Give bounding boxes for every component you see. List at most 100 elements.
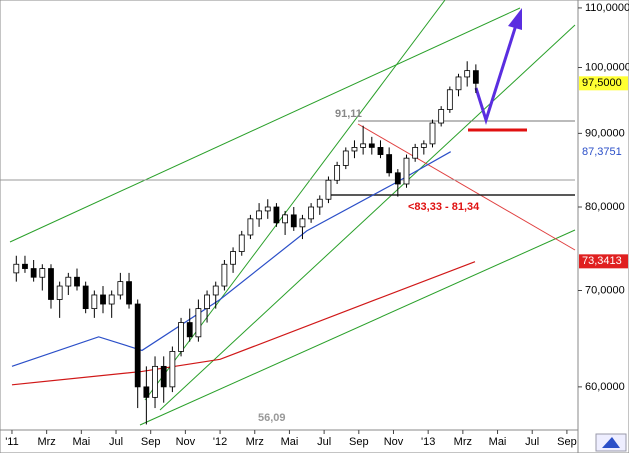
y-tick-label: 100,0000 (585, 61, 629, 73)
x-tick-label: '11 (5, 436, 19, 448)
x-tick-label: Mrz (454, 436, 472, 448)
candle-body (256, 210, 262, 220)
candle-body (186, 322, 193, 338)
candle-body (455, 76, 462, 91)
candle-body (325, 179, 332, 200)
candle-body (290, 214, 297, 228)
candle-body (273, 206, 280, 224)
candle-body (143, 386, 150, 398)
annotation: <83,33 - 81,34 (408, 201, 480, 213)
trend-line (144, 0, 446, 401)
candle-body (264, 206, 271, 212)
candle-body (299, 218, 306, 228)
x-tick-label: Mrz (246, 436, 264, 448)
x-tick-label: Mrz (37, 436, 55, 448)
candle-body (221, 263, 228, 287)
price-label: 73,3413 (582, 255, 622, 267)
candle-body (377, 147, 384, 155)
candle-body (238, 234, 245, 252)
candle-body (212, 285, 219, 296)
candle-body (351, 147, 358, 152)
candle-body (403, 157, 410, 185)
candle-body (472, 70, 479, 84)
price-label: 87,3751 (582, 146, 622, 158)
candle-body (282, 214, 288, 224)
x-tick-label: Jul (525, 436, 539, 448)
x-tick-label: Mai (72, 436, 90, 448)
candle-body (342, 150, 349, 166)
x-tick-label: Nov (384, 436, 404, 448)
candle-body (394, 172, 401, 185)
drawings (0, 0, 576, 426)
tool-icon[interactable] (595, 433, 627, 452)
y-tick-label: 70,0000 (585, 284, 625, 296)
forecast-arrow (474, 24, 518, 126)
candle-body (178, 322, 184, 352)
x-tick-label: Mai (281, 436, 299, 448)
candle-body (100, 294, 106, 305)
x-tick-label: Jul (109, 436, 123, 448)
trend-line (357, 123, 576, 251)
candle-body (308, 206, 315, 220)
x-tick-label: Sep (557, 436, 577, 448)
candle-body (360, 143, 367, 148)
candle-body (13, 263, 20, 274)
y-axis-strip (577, 0, 629, 453)
x-tick-label: Mai (489, 436, 507, 448)
candle-body (126, 281, 132, 305)
y-tick-label: 80,0000 (585, 201, 625, 213)
candle-body (446, 89, 453, 110)
candle-body (438, 109, 445, 124)
candle-body (152, 365, 158, 398)
x-tick-label: Sep (349, 436, 369, 448)
candle-body (56, 285, 63, 300)
candle-body (117, 281, 124, 296)
candle-body (169, 351, 176, 388)
candle-body (134, 303, 141, 388)
candle-body (316, 198, 323, 208)
trend-line (159, 24, 576, 411)
candle-body (464, 70, 471, 78)
y-tick-label: 60,0000 (585, 381, 625, 393)
candle-body (204, 294, 210, 310)
candle-body (48, 268, 54, 300)
y-tick-label: 110,0000 (585, 2, 629, 14)
trend-line (9, 7, 521, 243)
plot-area (0, 0, 579, 431)
x-tick-label: '13 (421, 436, 435, 448)
candle-body (412, 147, 419, 159)
candle-body (429, 122, 436, 145)
moving-average (11, 151, 452, 367)
price-label-box (579, 76, 628, 91)
x-tick-label: Jul (317, 436, 331, 448)
candle-body (334, 165, 341, 181)
x-tick-label: Sep (141, 436, 161, 448)
price-label: 97,5000 (582, 77, 622, 89)
candle-body (230, 251, 236, 265)
candle-body (30, 268, 37, 278)
y-tick-label: 90,0000 (585, 127, 625, 139)
x-tick-label: Nov (176, 436, 196, 448)
candle-body (368, 143, 375, 148)
candle-body (91, 294, 98, 310)
candle-body (82, 285, 89, 310)
candle-body (420, 143, 427, 148)
candle-body (247, 218, 254, 236)
candle-body (22, 263, 28, 269)
candle-body (39, 268, 46, 278)
price-label-box (579, 254, 628, 269)
moving-average (11, 261, 476, 386)
price-label-box (579, 144, 628, 159)
candle-body (386, 154, 393, 174)
candle-body (108, 294, 115, 305)
tool-glyph (602, 437, 620, 448)
candle-body (65, 276, 72, 287)
candle-body (160, 365, 167, 388)
candle-body (195, 308, 202, 338)
x-tick-label: '12 (213, 436, 227, 448)
annotation: 56,09 (258, 412, 286, 424)
trend-line (139, 229, 576, 426)
annotation: 91,11 (335, 108, 362, 120)
candle-body (74, 276, 80, 287)
